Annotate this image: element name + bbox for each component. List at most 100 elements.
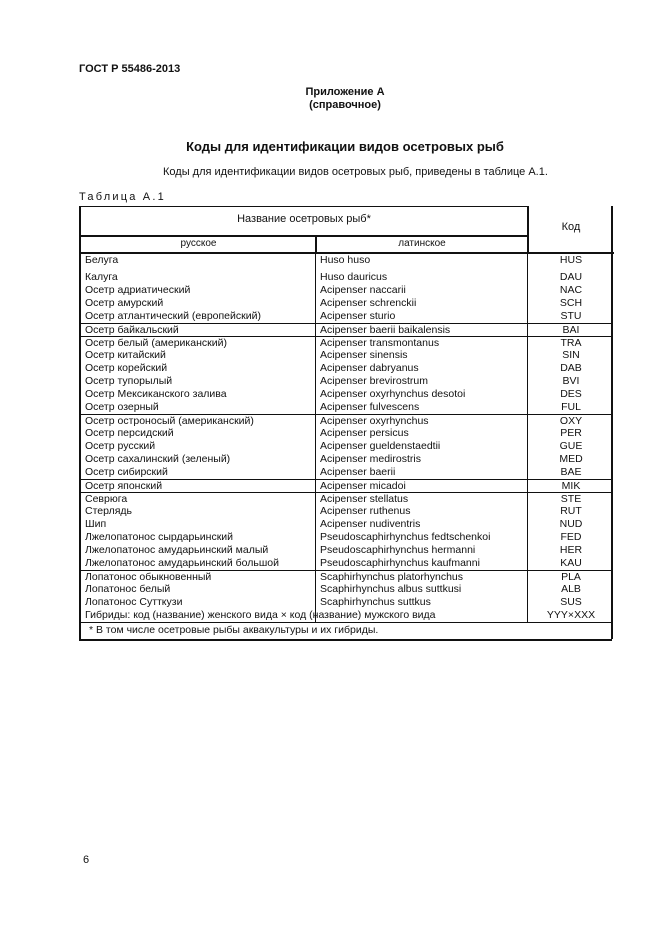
table-row: Лжелопатонос амударьинский малый Pseudosc…: [81, 544, 612, 557]
latin-name: Acipenser schrenckii: [320, 297, 417, 309]
russian-name: Осетр озерный: [85, 401, 159, 413]
species-code: DAB: [560, 362, 582, 374]
table-row: Осетр байкальский Acipenser baerii baikal…: [81, 323, 612, 336]
russian-name: Осетр Мексиканского залива: [85, 388, 227, 400]
table-row: Осетр русский Acipenser gueldenstaedtii GU…: [81, 440, 612, 453]
species-code: BVI: [562, 375, 580, 387]
section-heading: Коды для идентификации видов осетровых р…: [186, 139, 504, 154]
latin-name: Acipenser sinensis: [320, 349, 408, 361]
table-row: Лопатонос обыкновенный Scaphirhynchus pla…: [81, 570, 612, 583]
hybrid-code: YYY×XXX: [546, 609, 596, 621]
table-row: Осетр сахалинский (зеленый) Acipenser med…: [81, 453, 612, 466]
table-caption: Таблица А.1: [79, 191, 166, 203]
latin-name: Acipenser baerii baikalensis: [320, 324, 451, 336]
latin-name: Acipenser fulvescens: [320, 401, 420, 413]
species-code: STE: [560, 493, 582, 505]
russian-name: Осетр адриатический: [85, 284, 191, 296]
latin-name: Acipenser oxyrhynchus desotoi: [320, 388, 466, 400]
latin-name: Acipenser oxyrhynchus: [320, 415, 429, 427]
russian-name: Калуга: [85, 271, 118, 283]
latin-name: Acipenser brevirostrum: [320, 375, 428, 387]
table-row: Белуга Huso huso HUS: [81, 254, 612, 271]
species-code: ALB: [561, 583, 581, 595]
species-code: OXY: [559, 415, 583, 427]
russian-name: Осетр байкальский: [85, 324, 179, 336]
russian-name: Севрюга: [85, 493, 128, 505]
latin-name: Acipenser sturio: [320, 310, 396, 322]
species-code-table: Название осетровых рыб* Код русское лати…: [79, 206, 614, 641]
russian-name: Лопатонос Сутткузи: [85, 596, 183, 608]
species-code: RUT: [560, 505, 582, 517]
russian-name: Осетр русский: [85, 440, 156, 452]
russian-name: Осетр белый (американский): [85, 337, 227, 349]
russian-name: Лопатонос белый: [85, 583, 171, 595]
russian-name: Осетр атлантический (европейский): [85, 310, 261, 322]
hybrid-text: Гибриды: код (название) женского вида × …: [85, 609, 436, 621]
table-row: Калуга Huso dauricus DAU: [81, 271, 612, 284]
table-row: Лжелопатонос сырдарьинский Pseudoscaphirh…: [81, 531, 612, 544]
latin-name: Acipenser gueldenstaedtii: [320, 440, 441, 452]
latin-name: Pseudoscaphirhynchus fedtschenkoi: [320, 531, 491, 543]
russian-name: Осетр сахалинский (зеленый): [85, 453, 231, 465]
table-row: Осетр японский Acipenser micadoi MIK: [81, 479, 612, 492]
russian-name: Лжелопатонос амударьинский большой: [85, 557, 279, 569]
footnote-text: * В том числе осетровые рыбы аквакультур…: [89, 624, 379, 636]
species-code: STU: [560, 310, 582, 322]
table-row: Осетр тупорылый Acipenser brevirostrum BVI: [81, 375, 612, 388]
russian-name: Осетр корейский: [85, 362, 168, 374]
species-code: DES: [560, 388, 582, 400]
latin-name: Scaphirhynchus albus suttkusi: [320, 583, 462, 595]
latin-name: Scaphirhynchus platorhynchus: [320, 571, 464, 583]
russian-name: Шип: [85, 518, 107, 530]
table-row: Осетр атлантический (европейский) Acipens…: [81, 310, 612, 323]
species-code: NUD: [559, 518, 583, 530]
latin-name: Acipenser persicus: [320, 427, 409, 439]
latin-name: Huso huso: [320, 254, 371, 266]
table-row: Лжелопатонос амударьинский большой Pseudo…: [81, 557, 612, 570]
latin-name: Scaphirhynchus suttkus: [320, 596, 431, 608]
species-code: FUL: [561, 401, 581, 413]
latin-name: Acipenser medirostris: [320, 453, 421, 465]
header-code: Код: [561, 221, 581, 233]
table-row: Стерлядь Acipenser ruthenus RUT: [81, 505, 612, 518]
species-code: SIN: [562, 349, 580, 361]
table-row: Шип Acipenser nudiventris NUD: [81, 518, 612, 531]
hybrid-row: Гибриды: код (название) женского вида × …: [81, 609, 612, 622]
header-name: Название осетровых рыб*: [237, 213, 371, 225]
species-code: TRA: [560, 337, 582, 349]
species-code: SUS: [560, 596, 582, 608]
species-code: GUE: [559, 440, 583, 452]
appendix-label: Приложение А: [305, 86, 385, 98]
russian-name: Лжелопатонос сырдарьинский: [85, 531, 234, 543]
table-row: Осетр сибирский Acipenser baerii BAE: [81, 466, 612, 479]
table-row: Лопатонос Сутткузи Scaphirhynchus suttkus…: [81, 596, 612, 609]
russian-name: Лопатонос обыкновенный: [85, 571, 212, 583]
latin-name: Huso dauricus: [320, 271, 388, 283]
header-russian: русское: [180, 238, 217, 249]
russian-name: Осетр тупорылый: [85, 375, 173, 387]
species-code: BAI: [562, 324, 580, 336]
header-latin: латинское: [398, 238, 446, 249]
latin-name: Acipenser naccarii: [320, 284, 406, 296]
table-row: Осетр персидский Acipenser persicus PER: [81, 427, 612, 440]
species-code: HUS: [559, 254, 583, 266]
russian-name: Осетр японский: [85, 480, 163, 492]
species-code: KAU: [560, 557, 582, 569]
table-row: Осетр корейский Acipenser dabryanus DAB: [81, 362, 612, 375]
latin-name: Acipenser dabryanus: [320, 362, 419, 374]
species-code: PER: [560, 427, 582, 439]
species-code: SCH: [559, 297, 583, 309]
latin-name: Acipenser stellatus: [320, 493, 409, 505]
latin-name: Acipenser ruthenus: [320, 505, 411, 517]
intro-paragraph: Коды для идентификации видов осетровых р…: [163, 166, 548, 178]
species-code: MED: [559, 453, 583, 465]
species-code: NAC: [559, 284, 583, 296]
species-code: FED: [560, 531, 582, 543]
appendix-type: (справочное): [309, 99, 381, 111]
species-code: MIK: [561, 480, 581, 492]
latin-name: Acipenser micadoi: [320, 480, 406, 492]
latin-name: Acipenser nudiventris: [320, 518, 421, 530]
table-row: Осетр озерный Acipenser fulvescens FUL: [81, 401, 612, 414]
russian-name: Осетр персидский: [85, 427, 174, 439]
table-row: Осетр китайский Acipenser sinensis SIN: [81, 349, 612, 362]
